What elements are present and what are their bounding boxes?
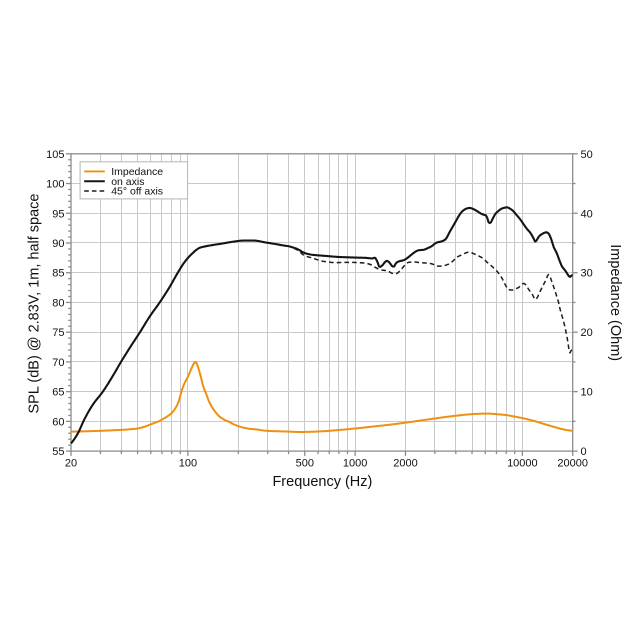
svg-text:105: 105: [46, 149, 64, 161]
svg-text:1000: 1000: [343, 458, 367, 470]
svg-text:500: 500: [296, 458, 314, 470]
svg-text:30: 30: [581, 268, 593, 280]
svg-text:on axis: on axis: [111, 176, 144, 188]
svg-text:75: 75: [52, 327, 64, 339]
svg-text:55: 55: [52, 446, 64, 458]
svg-text:10: 10: [581, 387, 593, 399]
svg-text:85: 85: [52, 268, 64, 280]
svg-text:100: 100: [46, 179, 64, 191]
svg-text:90: 90: [52, 238, 64, 250]
svg-text:10000: 10000: [507, 458, 538, 470]
svg-text:SPL (dB) @ 2.83V, 1m, half spa: SPL (dB) @ 2.83V, 1m, half space: [27, 194, 43, 414]
svg-text:70: 70: [52, 357, 64, 369]
svg-text:40: 40: [581, 208, 593, 220]
svg-text:100: 100: [179, 458, 197, 470]
svg-text:20: 20: [65, 458, 77, 470]
svg-text:65: 65: [52, 387, 64, 399]
svg-text:20: 20: [581, 327, 593, 339]
svg-text:45° off axis: 45° off axis: [111, 186, 163, 198]
svg-text:Impedance (Ohm): Impedance (Ohm): [607, 244, 623, 361]
svg-text:60: 60: [52, 416, 64, 428]
svg-text:Impedance: Impedance: [111, 166, 163, 178]
svg-text:50: 50: [581, 149, 593, 161]
svg-text:95: 95: [52, 208, 64, 220]
svg-text:20000: 20000: [557, 458, 588, 470]
svg-text:Frequency (Hz): Frequency (Hz): [272, 474, 372, 490]
svg-text:80: 80: [52, 297, 64, 309]
svg-text:0: 0: [581, 446, 587, 458]
svg-text:2000: 2000: [393, 458, 417, 470]
